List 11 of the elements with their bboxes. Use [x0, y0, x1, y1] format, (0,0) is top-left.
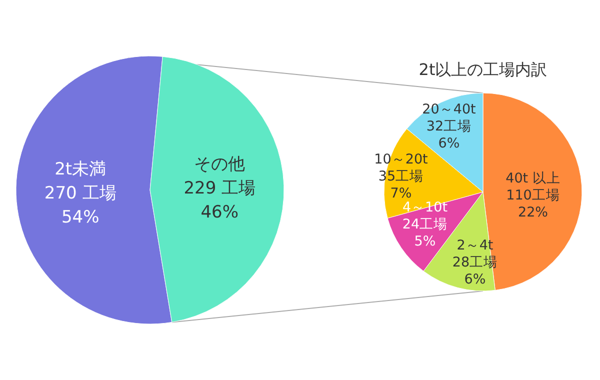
data-label: 229 工場 46%: [184, 178, 256, 223]
data-label: 110工場 22%: [506, 188, 560, 221]
slice-label: 2t未満: [54, 159, 106, 180]
slice-label: 40t 以上: [506, 170, 560, 187]
data-label: 270 工場 54%: [44, 183, 116, 228]
data-label: 24工場 5%: [402, 216, 448, 250]
data-label: 32工場 6%: [426, 118, 472, 152]
slice-label: その他: [194, 154, 246, 175]
chart-title: 2t以上の工場内訳: [418, 60, 548, 79]
slice-label: 10～20t: [374, 152, 428, 168]
slice-label: 4～10t: [402, 200, 448, 216]
